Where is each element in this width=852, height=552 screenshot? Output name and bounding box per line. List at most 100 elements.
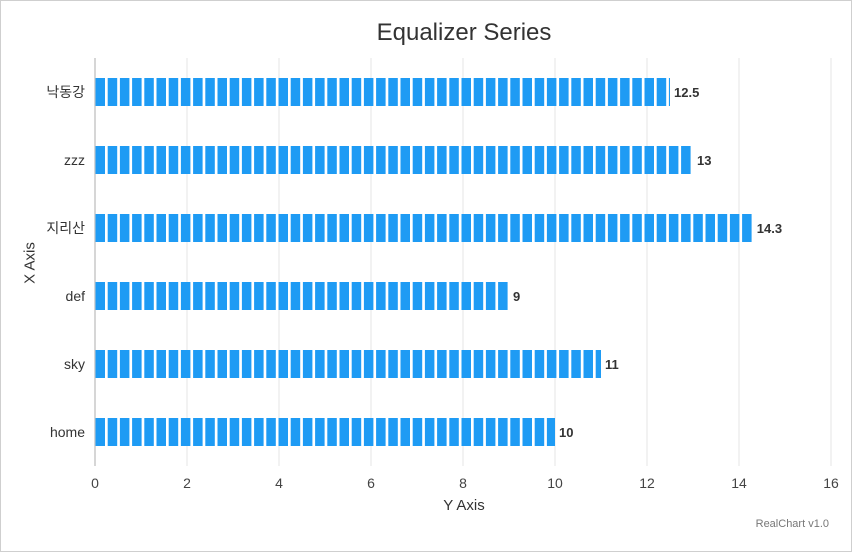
bar (95, 214, 752, 242)
credits-label: RealChart v1.0 (755, 518, 829, 530)
bar-segment (278, 214, 288, 242)
bar-segment (363, 282, 374, 310)
bar-segment (254, 418, 264, 446)
bar-segment (107, 78, 118, 106)
bar-segment (705, 214, 715, 242)
bar-segment (449, 282, 459, 310)
bar-segment (168, 350, 179, 378)
bar-segment (485, 350, 496, 378)
bar-segment (424, 78, 435, 106)
bar-segment (534, 214, 545, 242)
bar (95, 350, 601, 378)
bar-segment (510, 418, 520, 446)
bar-segment (193, 78, 203, 106)
bar-segment (290, 146, 301, 174)
bar-segment (229, 418, 240, 446)
bar-segment (254, 350, 264, 378)
bar-segment (180, 78, 191, 106)
bar-segment (107, 214, 118, 242)
bar-segment (132, 146, 142, 174)
bar-segment (729, 214, 740, 242)
bar-segment (400, 146, 410, 174)
bar-segment (241, 350, 252, 378)
bar-segment (376, 418, 386, 446)
bar-segment (583, 214, 593, 242)
bar-segment (302, 146, 313, 174)
bar-segment (351, 350, 362, 378)
bar-segment (595, 214, 606, 242)
bar-segment (424, 282, 435, 310)
bar-segment (144, 78, 154, 106)
bar-segment (693, 214, 703, 242)
tick-label: 10 (547, 475, 563, 491)
bar-segment (229, 146, 240, 174)
bar-segment (266, 418, 276, 446)
bar-segment (583, 146, 593, 174)
bar-segment (461, 350, 471, 378)
bar-segment (156, 78, 166, 106)
bar-segment (485, 418, 496, 446)
bar-segment (168, 214, 179, 242)
bar-segment (376, 146, 386, 174)
bar-segment (156, 282, 166, 310)
bar-segment (254, 282, 264, 310)
tick-label: 16 (823, 475, 839, 491)
tick-label: 8 (459, 475, 467, 491)
bar-segment (278, 282, 288, 310)
bar-segment (205, 282, 215, 310)
bar-segment (498, 282, 508, 310)
bar-segment (229, 282, 240, 310)
bar-segment (302, 214, 313, 242)
bar-segment (363, 418, 374, 446)
bar-segment (412, 78, 423, 106)
bar-segment (571, 146, 581, 174)
bar-segment (461, 418, 471, 446)
category-label: def (66, 288, 86, 304)
bar-segment (595, 350, 601, 378)
bar-segment (534, 418, 545, 446)
bar-segment (473, 214, 484, 242)
bar-segment (193, 350, 203, 378)
bar-segment (668, 214, 679, 242)
bar-segment (412, 418, 423, 446)
bar-segment (180, 146, 191, 174)
bar-segment (424, 146, 435, 174)
bar-segment (449, 214, 459, 242)
bar-segment (351, 418, 362, 446)
bar-segment (144, 418, 154, 446)
bar-segment (522, 146, 532, 174)
bar-segment (437, 418, 447, 446)
bar-segment (376, 282, 386, 310)
bar-segment (278, 78, 288, 106)
bar-segment (571, 214, 581, 242)
data-label: 9 (513, 289, 520, 304)
bar-segment (351, 282, 362, 310)
bar-segment (559, 350, 569, 378)
bar-segment (363, 78, 374, 106)
bar-segment (473, 418, 484, 446)
bar-segment (400, 78, 410, 106)
bar-segment (559, 146, 569, 174)
bar-segment (632, 78, 642, 106)
bar-segment (229, 78, 240, 106)
tick-label: 2 (183, 475, 191, 491)
tick-label: 4 (275, 475, 283, 491)
bar-segment (388, 418, 398, 446)
bar-segment (437, 214, 447, 242)
bar-segment (302, 350, 313, 378)
bar-segment (607, 78, 618, 106)
bar-segment (144, 350, 154, 378)
bar-segment (119, 350, 130, 378)
bar-segment (376, 78, 386, 106)
bar-segment (546, 214, 557, 242)
bar-segment (168, 78, 179, 106)
bar-segment (205, 418, 215, 446)
bar-segment (339, 350, 349, 378)
bar-segment (461, 146, 471, 174)
bar (95, 78, 670, 106)
bar-segment (437, 282, 447, 310)
bar-segment (119, 282, 130, 310)
tick-label: 0 (91, 475, 99, 491)
bar-segment (498, 214, 508, 242)
bar-segment (461, 78, 471, 106)
